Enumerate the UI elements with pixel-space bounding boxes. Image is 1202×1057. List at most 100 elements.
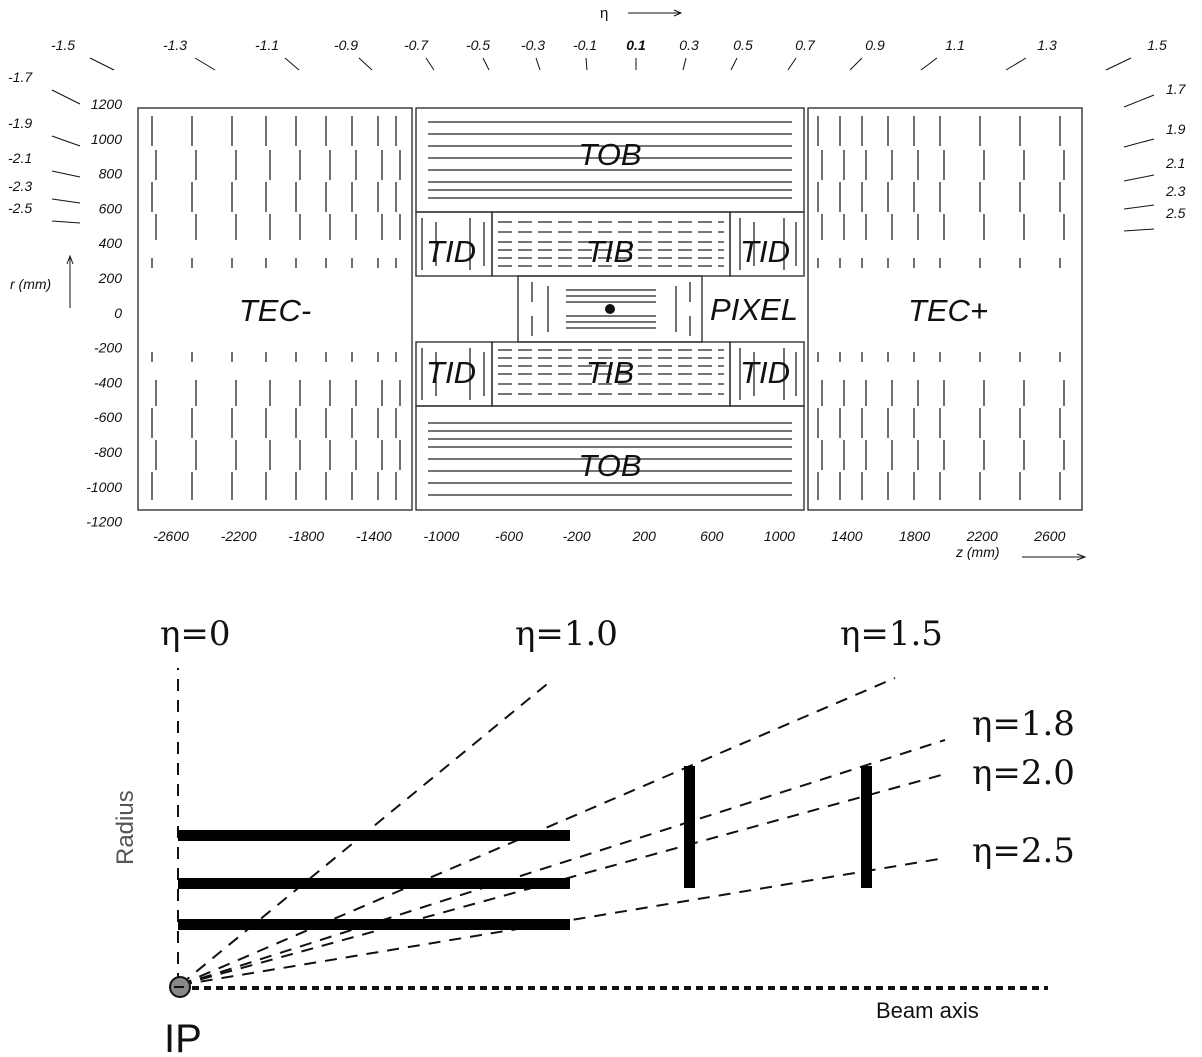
eta-top-tick-label: 1.1 xyxy=(945,37,964,53)
eta-top-tick xyxy=(682,57,687,71)
eta-top-tick xyxy=(585,57,588,71)
eta-0-label: η=0 xyxy=(160,614,231,654)
tib-top-label: TIB xyxy=(586,234,634,269)
z-tick-label: -200 xyxy=(563,528,591,544)
ip-label: IP xyxy=(164,1017,202,1057)
z-tick-label: 1400 xyxy=(831,528,862,544)
pixel-box xyxy=(517,275,703,343)
eta-top-tick-label: 0.7 xyxy=(795,37,816,53)
eta-top-tick xyxy=(849,57,863,71)
endcap-disk-1 xyxy=(684,766,695,888)
barrel-layer-2 xyxy=(178,878,570,889)
eta-left-tick xyxy=(51,220,81,224)
z-tick-label: 2600 xyxy=(1033,528,1065,544)
eta-right-tick xyxy=(1123,174,1155,182)
r-axis-label: r (mm) xyxy=(10,276,51,292)
eta-top-ticks: -1.5 -1.3 -1.1 -0.9 -0.7 -0.5 -0.3 -0.1 0.1 0.3 0.… xyxy=(51,37,1167,71)
r-tick-label: -600 xyxy=(94,409,122,425)
r-tick-label: 400 xyxy=(99,235,123,251)
r-tick-label: -800 xyxy=(94,444,122,460)
eta-left-tick xyxy=(51,198,81,204)
eta-top-tick-label: 0.5 xyxy=(733,37,753,53)
eta-top-tick xyxy=(535,57,541,71)
r-tick-label: -1200 xyxy=(86,514,122,530)
eta-1.0-label: η=1.0 xyxy=(515,614,618,654)
eta-right-tick xyxy=(1123,228,1155,232)
eta-top-tick xyxy=(358,57,373,71)
barrel-layer-3 xyxy=(178,919,570,930)
eta-right-tick-label: 2.1 xyxy=(1165,155,1185,171)
eta-top-tick xyxy=(1105,57,1132,71)
eta-top-tick xyxy=(89,57,115,71)
r-axis-arrowhead xyxy=(66,254,74,265)
z-axis-arrowhead xyxy=(1076,553,1087,561)
tracker-layout-diagram: η -1.5 -1.3 -1.1 -0.9 -0.7 -0.5 -0.3 -0.1 0.1 0.3… xyxy=(8,5,1187,561)
eta-left-ticks: -1.7 -1.9 -2.1 -2.3 -2.5 xyxy=(8,69,81,224)
endcap-disk-2 xyxy=(861,766,872,888)
z-tick-label: 1800 xyxy=(899,528,930,544)
eta-1.5-label: η=1.5 xyxy=(840,614,943,654)
z-tick-label: -1800 xyxy=(288,528,324,544)
eta-right-tick-label: 2.3 xyxy=(1165,183,1186,199)
eta-top-tick-label: -1.3 xyxy=(163,37,187,53)
eta-top-tick-label: 1.5 xyxy=(1147,37,1167,53)
tid-top-left-label: TID xyxy=(426,234,476,269)
tid-top-right-label: TID xyxy=(740,234,790,269)
eta-top-tick xyxy=(194,57,216,71)
z-axis-ticks: -2600 -2200 -1800 -1400 -1000 -600 -200 200 600 1… xyxy=(153,528,1065,544)
eta-axis-arrowhead xyxy=(673,9,683,17)
tid-bottom-right-label: TID xyxy=(740,355,790,390)
eta-left-tick-label: -2.5 xyxy=(8,200,32,216)
module-lines xyxy=(151,116,1065,500)
tec-minus-box xyxy=(137,107,413,511)
eta-schematic: η=0 η=1.0 η=1.5 η=1.8 η=2.0 η=2.5 Radius… xyxy=(112,614,1075,1057)
eta-top-tick xyxy=(787,57,797,71)
z-tick-label: 1000 xyxy=(764,528,795,544)
radius-axis-label: Radius xyxy=(112,790,139,865)
z-tick-label: -2200 xyxy=(221,528,257,544)
eta-top-tick-label: -0.5 xyxy=(466,37,490,53)
eta-top-tick-label: -0.1 xyxy=(573,37,597,53)
eta-1.8-label: η=1.8 xyxy=(972,704,1075,744)
r-axis-ticks: 1200 1000 800 600 400 200 0 -200 -400 -600 -800 -10… xyxy=(86,96,122,530)
eta-top-tick xyxy=(284,57,300,71)
eta-top-tick xyxy=(730,57,738,71)
r-tick-label: 200 xyxy=(98,270,123,286)
eta-right-tick xyxy=(1123,138,1155,148)
eta-top-tick-label: -0.7 xyxy=(404,37,429,53)
tec-plus-label: TEC+ xyxy=(908,293,988,328)
tec-plus-box xyxy=(807,107,1083,511)
eta-right-tick xyxy=(1123,94,1155,108)
eta-left-tick xyxy=(51,170,81,178)
z-tick-label: -1400 xyxy=(356,528,392,544)
tid-bottom-left-label: TID xyxy=(426,355,476,390)
eta-top-tick-label: -0.3 xyxy=(521,37,545,53)
eta-top-tick xyxy=(482,57,490,71)
tid-bottom-right-box xyxy=(729,341,805,407)
z-tick-label: -2600 xyxy=(153,528,189,544)
r-tick-label: 1000 xyxy=(91,131,122,147)
eta-top-tick xyxy=(425,57,435,71)
eta-left-tick xyxy=(51,135,81,147)
tec-minus-label: TEC- xyxy=(239,293,311,328)
z-tick-label: -1000 xyxy=(423,528,459,544)
eta-top-tick-label: 0.3 xyxy=(679,37,699,53)
beam-axis-label: Beam axis xyxy=(876,998,979,1023)
pixel-label: PIXEL xyxy=(710,292,798,327)
eta-left-tick-label: -1.9 xyxy=(8,115,32,131)
tid-top-right-box xyxy=(729,211,805,277)
interaction-point-dot xyxy=(605,304,615,314)
tib-bottom-label: TIB xyxy=(586,355,634,390)
eta-axis-label: η xyxy=(600,5,608,22)
tob-top-label: TOB xyxy=(578,137,641,172)
eta-left-tick-label: -1.7 xyxy=(8,69,33,85)
tob-bottom-label: TOB xyxy=(578,448,641,483)
z-tick-label: 200 xyxy=(632,528,657,544)
r-tick-label: -400 xyxy=(94,374,122,390)
eta-top-tick-label: -0.9 xyxy=(334,37,358,53)
eta-top-tick-label: -1.1 xyxy=(255,37,279,53)
z-tick-label: 2200 xyxy=(966,528,998,544)
eta-top-tick xyxy=(920,57,938,71)
eta-top-tick-label: -1.5 xyxy=(51,37,75,53)
